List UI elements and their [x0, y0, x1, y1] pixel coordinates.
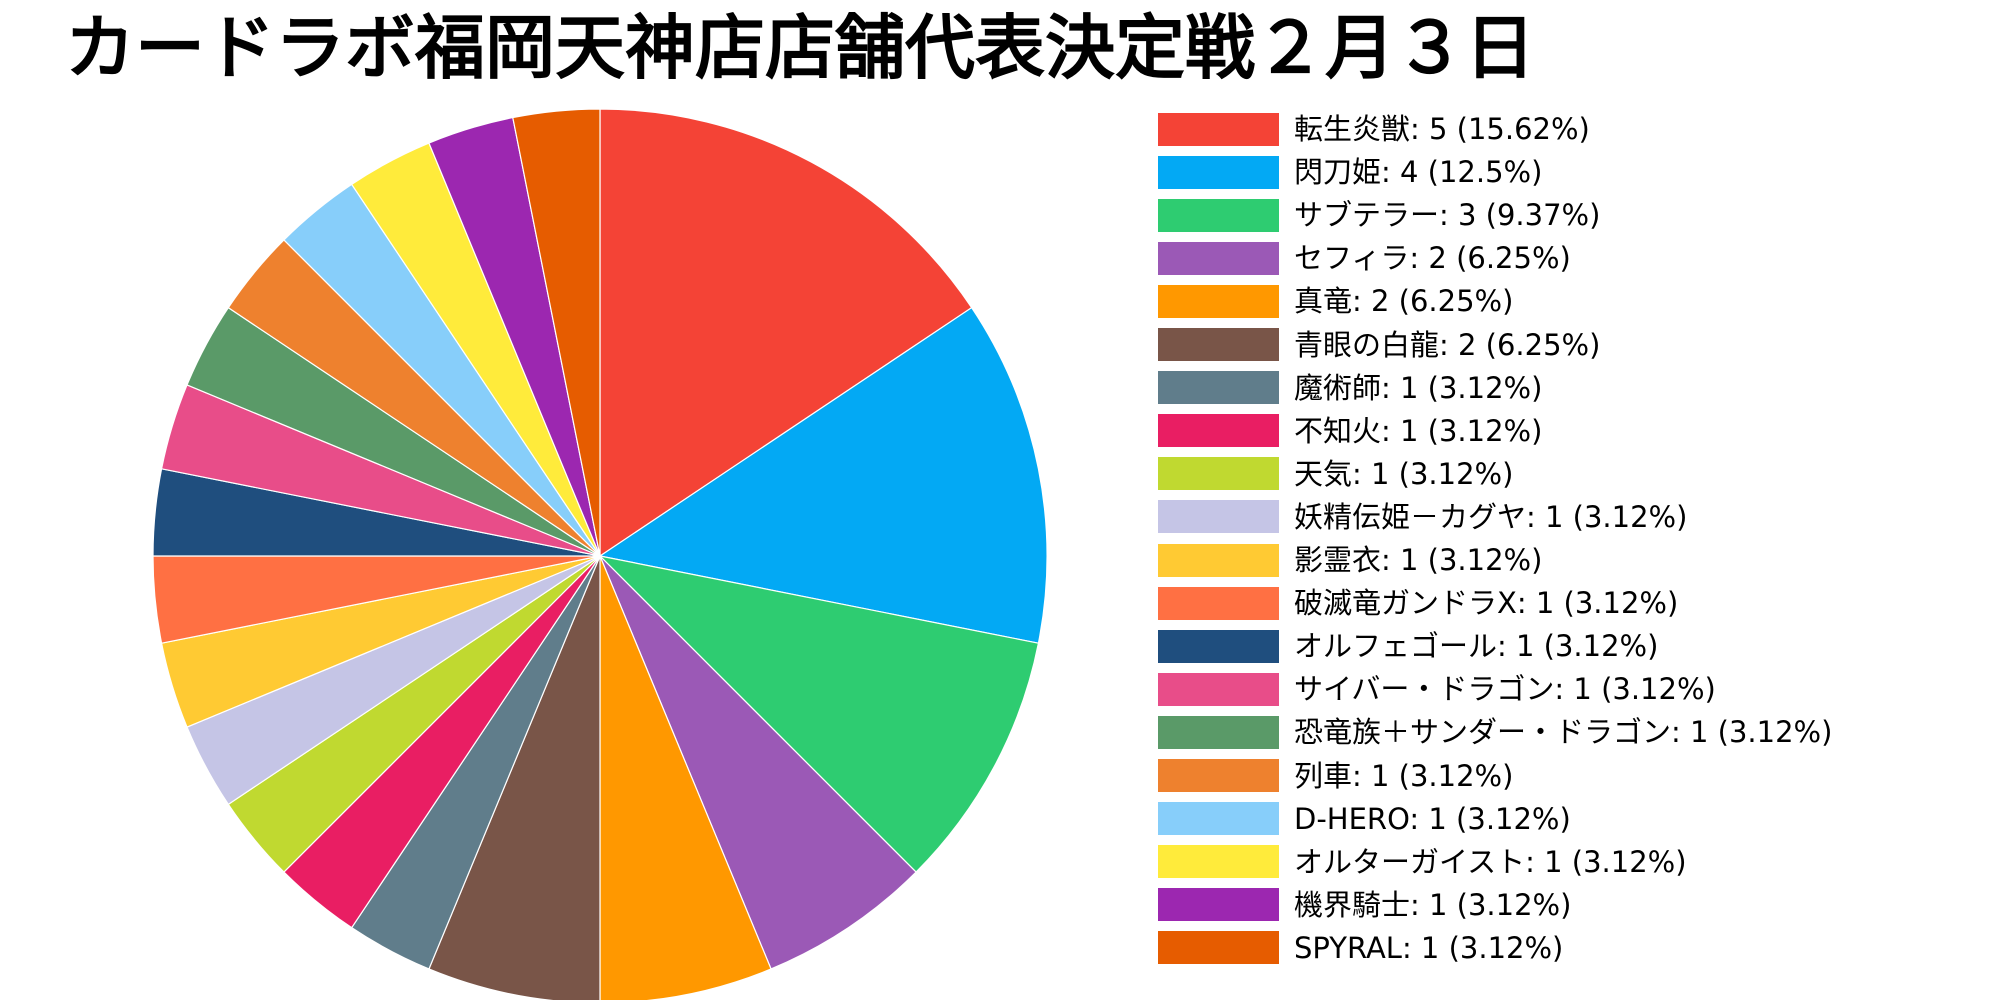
legend-swatch: [1158, 284, 1279, 318]
legend-item: D-HERO: 1 (3.12%): [1158, 802, 1571, 836]
pie-slice: [599, 555, 917, 970]
legend-swatch: [1158, 931, 1279, 965]
legend-swatch: [1158, 715, 1279, 749]
legend-swatch: [1158, 241, 1279, 275]
legend-label: 機界騎士: 1 (3.12%): [1294, 887, 1572, 922]
legend-label: 天気: 1 (3.12%): [1294, 456, 1514, 491]
legend-swatch: [1158, 500, 1279, 534]
legend-label: 影霊衣: 1 (3.12%): [1294, 543, 1543, 577]
legend-swatch: [1158, 414, 1279, 448]
legend-item: 列車: 1 (3.12%): [1158, 759, 1513, 793]
legend-label: 不知火: 1 (3.12%): [1294, 413, 1543, 448]
legend-label: 恐竜族＋サンダー・ドラゴン: 1 (3.12%): [1294, 715, 1833, 750]
chart-title: カードラボ福岡天神店店舗代表決定戦２月３日: [65, 7, 1535, 89]
legend-swatch: [1158, 198, 1279, 232]
legend-swatch: [1158, 457, 1279, 491]
legend-label: 真竜: 2 (6.25%): [1294, 284, 1514, 319]
legend-label: 青眼の白龍: 2 (6.25%): [1294, 327, 1601, 362]
legend-swatch: [1158, 672, 1279, 706]
legend-item: 機界騎士: 1 (3.12%): [1158, 888, 1571, 922]
legend-label: 破滅竜ガンドラX: 1 (3.12%): [1294, 586, 1679, 621]
legend-swatch: [1158, 845, 1279, 879]
pie-slice: [428, 555, 601, 1000]
legend-item: 天気: 1 (3.12%): [1158, 457, 1513, 491]
legend-label: 転生炎獣: 5 (15.62%): [1294, 112, 1590, 146]
pie-slice: [599, 108, 973, 558]
legend-item: SPYRAL: 1 (3.12%): [1158, 931, 1563, 965]
legend-item: オルターガイスト: 1 (3.12%): [1158, 845, 1687, 879]
legend-swatch: [1158, 586, 1279, 620]
legend-item: 不知火: 1 (3.12%): [1158, 414, 1542, 448]
legend-label: サイバー・ドラゴン: 1 (3.12%): [1294, 672, 1716, 707]
legend-item: サイバー・ドラゴン: 1 (3.12%): [1158, 672, 1716, 706]
legend-item: 魔術師: 1 (3.12%): [1158, 371, 1542, 405]
legend-item: 恐竜族＋サンダー・ドラゴン: 1 (3.12%): [1158, 715, 1832, 749]
legend-label: 閃刀姫: 4 (12.5%): [1294, 155, 1543, 190]
legend-item: 転生炎獣: 5 (15.62%): [1158, 112, 1590, 146]
legend-item: 真竜: 2 (6.25%): [1158, 284, 1513, 318]
legend-swatch: [1158, 802, 1279, 836]
legend-label: 妖精伝姫－カグヤ: 1 (3.12%): [1294, 499, 1688, 534]
legend-swatch: [1158, 328, 1279, 361]
legend-swatch: [1158, 112, 1279, 146]
legend-item: 青眼の白龍: 2 (6.25%): [1158, 328, 1600, 362]
legend-item: 影霊衣: 1 (3.12%): [1158, 543, 1542, 577]
pie-slice: [598, 306, 1048, 644]
legend-label: D-HERO: 1 (3.12%): [1294, 801, 1571, 836]
legend-item: オルフェゴール: 1 (3.12%): [1158, 629, 1658, 663]
legend-label: オルフェゴール: 1 (3.12%): [1294, 629, 1659, 664]
legend-swatch: [1158, 759, 1279, 792]
legend-swatch: [1158, 155, 1279, 189]
legend-item: サブテラー: 3 (9.37%): [1158, 198, 1600, 232]
legend-swatch: [1158, 543, 1279, 577]
legend-label: セフィラ: 2 (6.25%): [1294, 241, 1571, 276]
legend-label: サブテラー: 3 (9.37%): [1294, 198, 1601, 233]
legend-swatch: [1158, 629, 1279, 663]
legend-swatch: [1158, 888, 1279, 922]
legend-item: 破滅竜ガンドラX: 1 (3.12%): [1158, 586, 1678, 620]
legend-item: セフィラ: 2 (6.25%): [1158, 241, 1571, 275]
legend-label: オルターガイスト: 1 (3.12%): [1294, 844, 1687, 879]
pie-slice: [512, 108, 601, 557]
legend-label: 魔術師: 1 (3.12%): [1294, 370, 1543, 405]
legend-swatch: [1158, 371, 1279, 405]
legend-label: SPYRAL: 1 (3.12%): [1294, 930, 1564, 965]
legend-item: 妖精伝姫－カグヤ: 1 (3.12%): [1158, 500, 1687, 534]
pie-slice: [598, 555, 1040, 873]
legend-item: 閃刀姫: 4 (12.5%): [1158, 155, 1542, 189]
pie-slice: [599, 555, 772, 1000]
legend-label: 列車: 1 (3.12%): [1294, 758, 1514, 793]
